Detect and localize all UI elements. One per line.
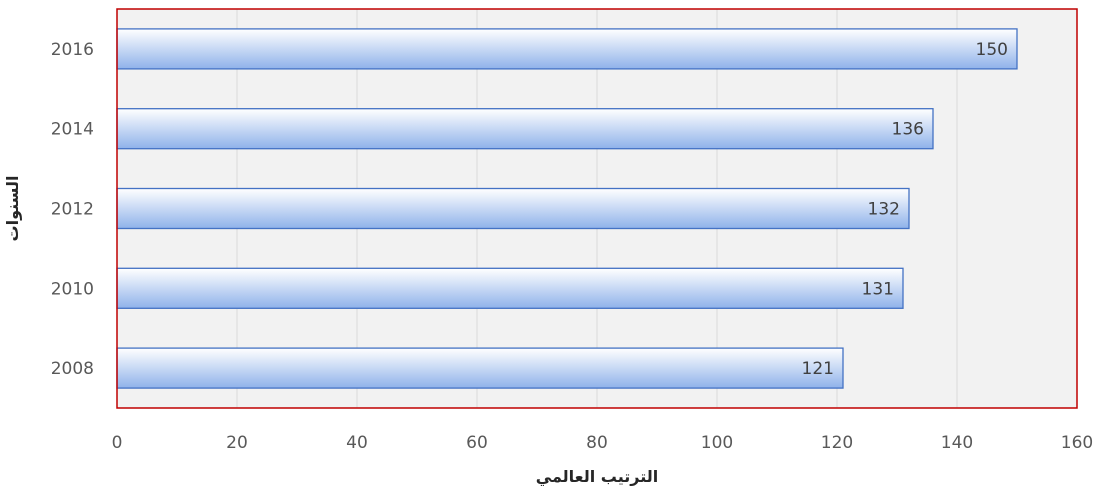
data-label: 131	[862, 279, 894, 299]
data-label: 121	[802, 359, 834, 379]
x-tick-label: 60	[466, 433, 488, 453]
y-tick-label: 2014	[51, 120, 94, 140]
data-label: 136	[892, 120, 924, 140]
x-tick-label: 40	[346, 433, 368, 453]
x-tick-label: 20	[226, 433, 248, 453]
bar	[116, 108, 934, 150]
data-label: 132	[868, 200, 900, 220]
y-tick-label: 2010	[51, 279, 94, 299]
y-tick-labels: 2016 2014 2012 2010 2008	[51, 40, 94, 379]
x-tick-label: 0	[112, 433, 123, 453]
x-tick-label: 140	[941, 433, 973, 453]
x-tick-label: 120	[821, 433, 853, 453]
x-axis-title: الترتيب العالمي	[536, 467, 658, 487]
x-tick-label: 100	[701, 433, 733, 453]
data-label: 150	[976, 40, 1008, 60]
y-axis-title: السنوات	[3, 176, 22, 242]
y-tick-label: 2008	[51, 359, 94, 379]
x-tick-label: 160	[1061, 433, 1093, 453]
x-tick-label: 80	[586, 433, 608, 453]
bar	[116, 267, 904, 309]
bar	[116, 347, 844, 389]
y-tick-label: 2012	[51, 200, 94, 220]
y-tick-label: 2016	[51, 40, 94, 60]
bar	[116, 187, 910, 230]
x-tick-labels: 0 20 40 60 80 100 120 140 160	[112, 433, 1094, 453]
bar	[116, 28, 1018, 70]
plot-border	[116, 8, 1078, 409]
bars: 150 136 132 131 121	[116, 28, 1018, 389]
